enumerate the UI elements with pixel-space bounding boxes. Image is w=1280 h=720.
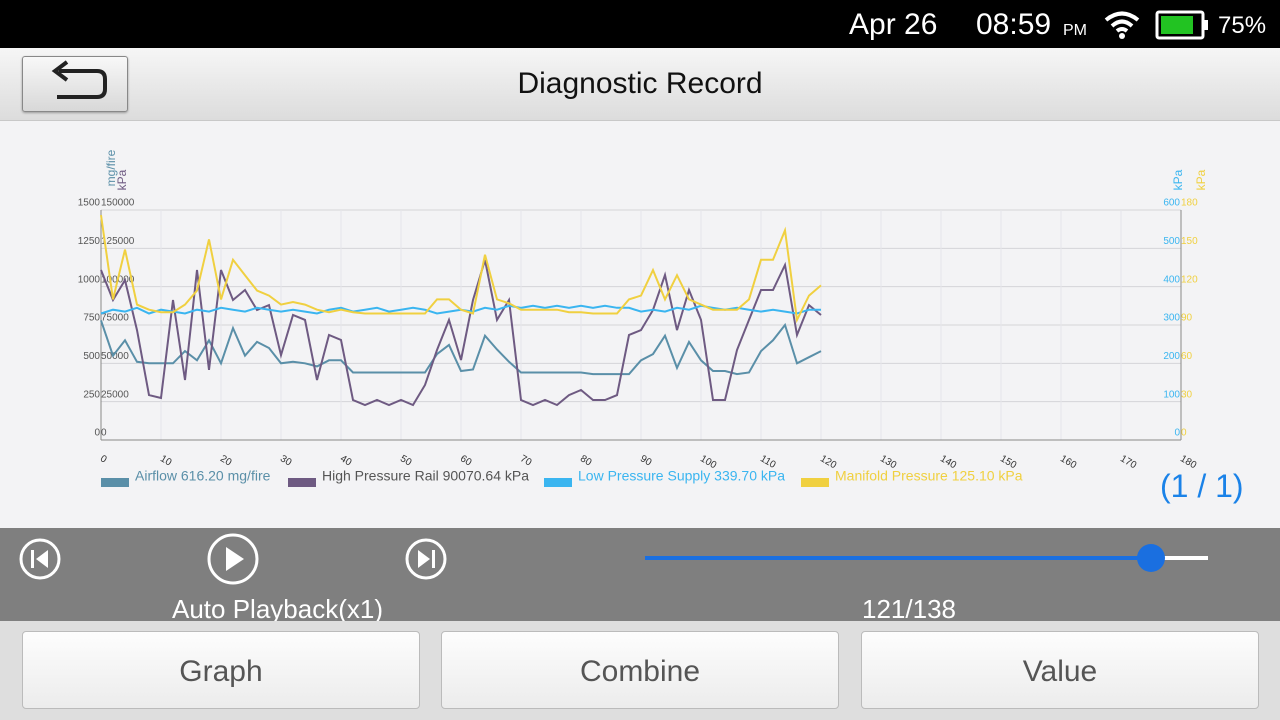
y-tick-label: 90 — [1181, 313, 1193, 324]
status-bar: Apr 26 08:59 PM 75% — [0, 0, 1280, 48]
legend-swatch — [801, 478, 829, 487]
series-line — [100, 259, 822, 407]
y-axis-label: kPa — [1194, 169, 1208, 190]
series-line — [100, 214, 822, 324]
header: Diagnostic Record — [0, 48, 1280, 121]
value-button[interactable]: Value — [861, 631, 1259, 709]
y-tick-label: 200 — [1163, 351, 1180, 362]
y-tick-label: 0 — [94, 428, 100, 439]
y-tick-label: 1000 — [78, 274, 101, 285]
ampm: PM — [1063, 22, 1087, 39]
next-button[interactable] — [404, 537, 448, 581]
y-tick-label: 500 — [1163, 236, 1180, 247]
playback-bar: Auto Playback(x1) 121/138 — [0, 528, 1280, 624]
x-tick-label: 50 — [398, 453, 414, 468]
counter: 121/138 — [862, 594, 956, 624]
x-tick-label: 20 — [218, 453, 234, 468]
x-tick-label: 170 — [1118, 453, 1138, 471]
title: Diagnostic Record — [517, 67, 763, 100]
y-tick-label: 120 — [1181, 274, 1198, 285]
legend-label: Manifold Pressure 125.10 kPa — [835, 468, 1023, 484]
back-button[interactable] — [22, 56, 128, 112]
legend-label: High Pressure Rail 90070.64 kPa — [322, 468, 529, 484]
y-tick-label: 400 — [1163, 274, 1180, 285]
y-tick-label: 125000 — [101, 236, 135, 247]
x-tick-label: 60 — [458, 453, 474, 468]
y-tick-label: 150000 — [101, 198, 135, 209]
x-tick-label: 40 — [338, 453, 354, 468]
legend-label: Airflow 616.20 mg/fire — [135, 468, 271, 484]
button-bar: Graph Combine Value — [0, 621, 1280, 720]
y-tick-label: 750 — [83, 313, 100, 324]
x-tick-label: 70 — [518, 453, 534, 468]
y-tick-label: 100 — [1163, 389, 1180, 400]
combine-button[interactable]: Combine — [441, 631, 839, 709]
x-tick-label: 160 — [1058, 453, 1078, 471]
x-tick-label: 90 — [638, 453, 654, 468]
y-tick-label: 300 — [1163, 313, 1180, 324]
y-tick-label: 1500 — [78, 198, 101, 209]
x-tick-label: 30 — [278, 453, 294, 468]
legend-swatch — [544, 478, 572, 487]
graph-button[interactable]: Graph — [22, 631, 420, 709]
battery-icon — [1155, 10, 1208, 40]
legend-swatch — [101, 478, 129, 487]
slider[interactable] — [640, 542, 1220, 574]
y-tick-label: 500 — [83, 351, 100, 362]
y-tick-label: 75000 — [101, 313, 129, 324]
chart: 0 10 20 30 40 50 60 70 80 90 100 110 120 130 140 150 160… — [78, 149, 1208, 487]
x-tick-label: 10 — [158, 453, 174, 468]
wifi-icon — [1104, 11, 1140, 39]
y-tick-label: 30 — [1181, 389, 1193, 400]
legend-swatch — [288, 478, 316, 487]
page-indicator: (1 / 1) — [1160, 468, 1244, 504]
y-tick-label: 150 — [1181, 236, 1198, 247]
legend-label: Low Pressure Supply 339.70 kPa — [578, 468, 785, 484]
y-tick-label: 250 — [83, 389, 100, 400]
date: Apr 26 — [849, 8, 938, 41]
y-tick-label: 0 — [1174, 428, 1180, 439]
y-axis-label: kPa — [115, 169, 129, 190]
x-tick-label: 80 — [578, 453, 594, 468]
time: 08:59 — [976, 8, 1052, 41]
y-tick-label: 50000 — [101, 351, 129, 362]
y-tick-label: 180 — [1181, 198, 1198, 209]
y-tick-label: 0 — [1181, 428, 1187, 439]
y-tick-label: 600 — [1163, 198, 1180, 209]
play-button[interactable] — [206, 532, 260, 586]
y-tick-label: 25000 — [101, 389, 129, 400]
y-tick-label: 60 — [1181, 351, 1193, 362]
back-icon — [51, 60, 107, 99]
x-tick-label: 0 — [98, 453, 109, 466]
battery-level: 75% — [1218, 12, 1267, 39]
y-axis-label: kPa — [1171, 169, 1185, 190]
series-line — [100, 320, 822, 376]
y-tick-label: 1250 — [78, 236, 101, 247]
prev-button[interactable] — [18, 537, 62, 581]
playback-mode: Auto Playback(x1) — [172, 594, 383, 624]
y-axis-label: mg/fire — [104, 149, 118, 186]
y-tick-label: 0 — [101, 428, 107, 439]
